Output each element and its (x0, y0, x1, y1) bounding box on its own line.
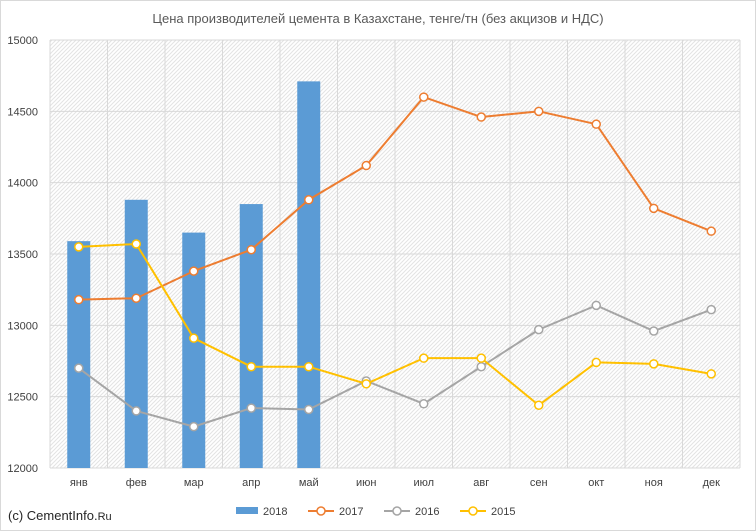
x-tick-label: янв (70, 477, 88, 489)
legend-label-2017: 2017 (339, 506, 363, 518)
point-2016 (534, 324, 544, 335)
point-2017 (476, 112, 486, 122)
point-2015 (419, 353, 429, 363)
point-2017 (591, 119, 601, 129)
bar-2018 (124, 199, 148, 468)
line-2016 (78, 304, 712, 428)
legend-marker-2016 (392, 506, 402, 516)
x-tick-label: мар (184, 477, 204, 489)
point-2017 (74, 294, 84, 305)
point-2016 (706, 304, 716, 315)
point-2016 (304, 404, 314, 415)
point-2017 (706, 226, 716, 236)
point-2015 (131, 239, 141, 249)
point-2017 (361, 160, 371, 171)
legend-item-2015: 2015 (460, 506, 515, 518)
x-tick-label: июн (356, 477, 376, 489)
point-2015 (706, 369, 716, 379)
point-2015 (304, 361, 314, 372)
x-tick-label: июл (413, 477, 434, 489)
point-2016 (476, 361, 486, 372)
x-tick-label: фев (126, 477, 147, 489)
bar-2018 (239, 204, 263, 469)
point-2015 (246, 361, 256, 372)
bar-2018 (297, 81, 321, 468)
legend-marker-2015 (468, 506, 478, 516)
x-tick-label: май (299, 477, 319, 489)
copyright-credit: (c) CementInfo.Ru (8, 508, 112, 523)
bar-2018 (182, 232, 206, 468)
point-2017 (131, 293, 141, 303)
legend-item-2018: 2018 (236, 506, 287, 518)
y-tick-label: 12500 (7, 392, 38, 404)
legend-label-2018: 2018 (263, 506, 287, 518)
legend-marker-2017 (316, 506, 326, 516)
point-2017 (419, 92, 429, 102)
x-tick-label: окт (588, 477, 604, 489)
point-2015 (74, 242, 84, 252)
point-2016 (419, 399, 429, 409)
x-tick-label: дек (703, 477, 721, 489)
x-tick-label: авг (473, 477, 489, 489)
legend-item-2016: 2016 (384, 506, 439, 518)
y-tick-label: 13500 (7, 249, 38, 261)
point-2015 (591, 357, 601, 368)
legend-label-2015: 2015 (491, 506, 515, 518)
plot-area: 12000 12500 13000 13500 14000 14500 15000 янв фе… (7, 35, 741, 489)
line-2017 (78, 96, 712, 301)
point-2017 (304, 195, 314, 205)
point-2016 (74, 363, 84, 373)
point-2015 (649, 359, 659, 369)
y-tick-label: 12000 (7, 463, 38, 475)
x-tick-label: апр (242, 477, 260, 489)
credit-suffix: Ru (97, 511, 112, 523)
point-2015 (361, 379, 371, 389)
point-2017 (649, 203, 659, 214)
point-2017 (534, 106, 544, 117)
point-2017 (246, 244, 256, 255)
line-2015 (78, 243, 712, 407)
y-tick-label: 13000 (7, 320, 38, 332)
legend: 2018 2017 2016 2015 (236, 506, 515, 518)
point-2016 (189, 421, 199, 432)
bar-2018 (67, 241, 91, 468)
legend-label-2016: 2016 (415, 506, 439, 518)
point-2016 (131, 406, 141, 416)
legend-item-2017: 2017 (308, 506, 363, 518)
y-tick-label: 15000 (7, 35, 38, 47)
y-tick-label: 14500 (7, 106, 38, 118)
legend-swatch-2018 (236, 507, 258, 514)
chart-title: Цена производителей цемента в Казахстане… (152, 11, 603, 26)
x-tick-label: сен (530, 477, 548, 489)
point-2015 (534, 400, 544, 410)
point-2015 (476, 353, 486, 363)
point-2016 (246, 403, 256, 413)
point-2016 (649, 326, 659, 336)
x-tick-label: ноя (645, 477, 663, 489)
point-2016 (591, 300, 601, 311)
point-2017 (189, 266, 199, 276)
y-tick-label: 14000 (7, 178, 38, 190)
credit-prefix: (c) CementInfo. (8, 508, 98, 523)
point-2015 (189, 333, 199, 343)
